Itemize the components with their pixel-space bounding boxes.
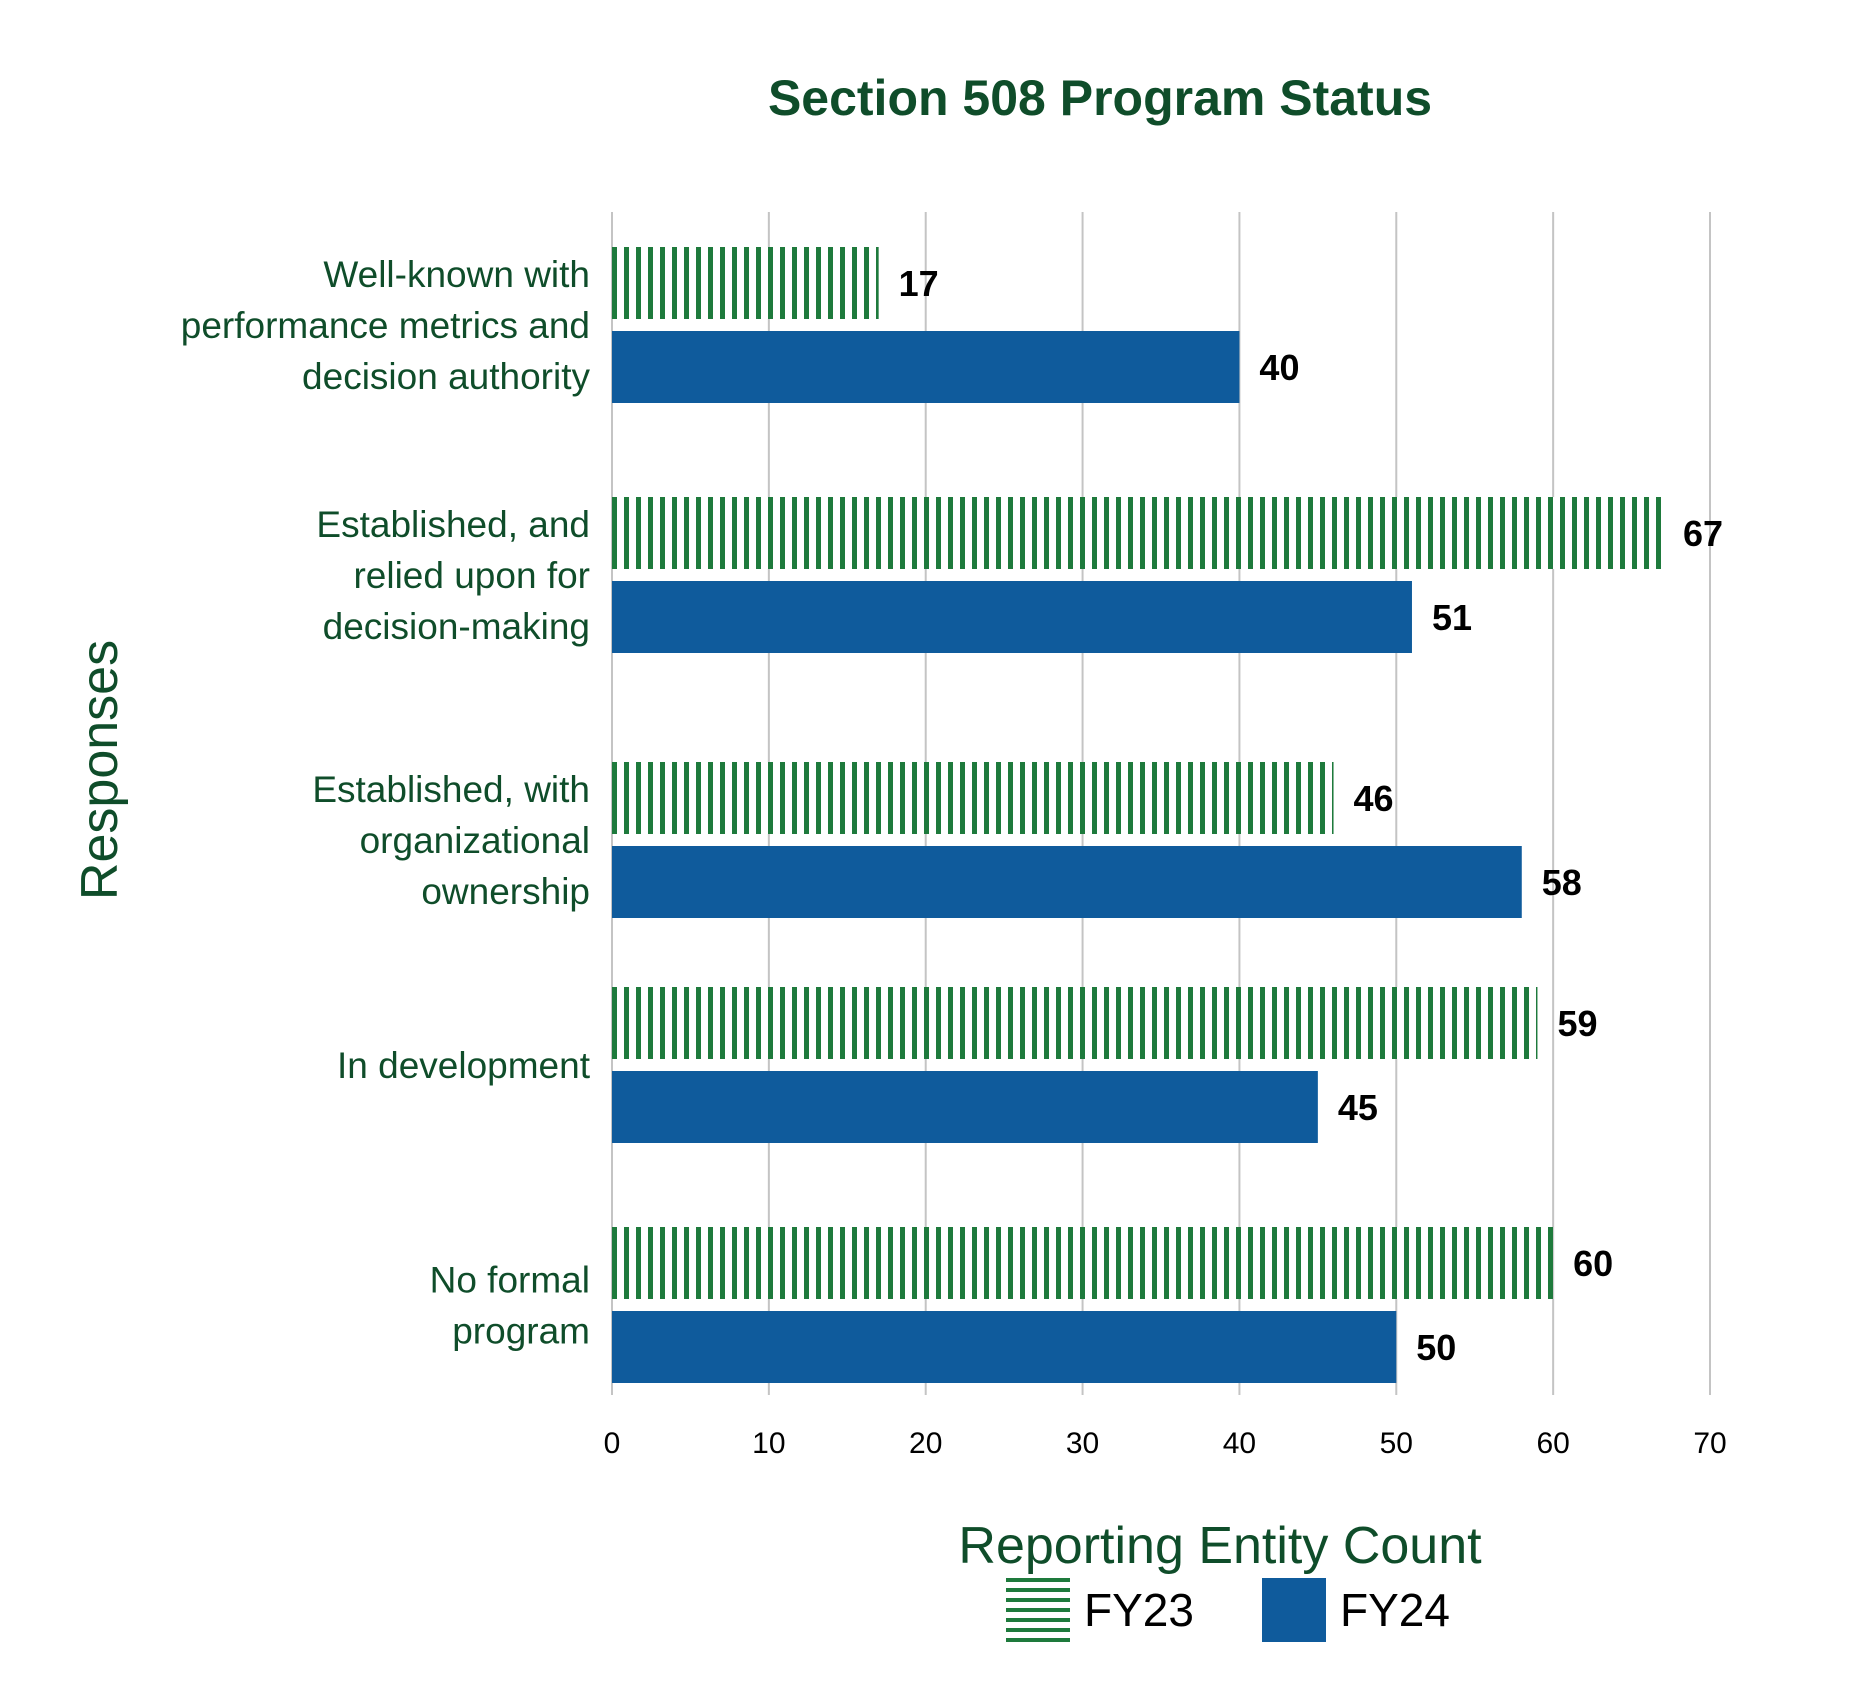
x-tick-label: 50	[1380, 1427, 1413, 1460]
category-label: Established, with organizational ownership	[312, 769, 590, 912]
x-tick-label: 10	[752, 1427, 785, 1460]
x-tick-label: 30	[1066, 1427, 1099, 1460]
data-label: 67	[1683, 513, 1723, 554]
bar-fy23	[612, 247, 879, 319]
bar-fy24	[612, 1071, 1318, 1143]
legend-label: FY23	[1084, 1584, 1194, 1636]
data-label: 59	[1557, 1003, 1597, 1044]
x-tick-label: 40	[1223, 1427, 1256, 1460]
x-tick-label: 20	[909, 1427, 942, 1460]
y-axis-title: Responses	[71, 640, 129, 900]
x-tick-label: 60	[1536, 1427, 1569, 1460]
bar-fy23	[612, 1227, 1554, 1299]
chart-title: Section 508 Program Status	[768, 70, 1432, 126]
legend-swatch-fy23	[1006, 1578, 1070, 1642]
x-tick-label: 70	[1693, 1427, 1726, 1460]
category-label: Established, and relied upon for decision-…	[316, 504, 590, 647]
legend: FY23 FY24	[1006, 1578, 1450, 1642]
category-label: Well-known with performance metrics and de…	[181, 254, 591, 397]
data-label: 40	[1259, 347, 1299, 388]
category-label: No formal program	[430, 1260, 590, 1352]
data-label: 51	[1432, 597, 1472, 638]
bar-fy24	[612, 846, 1522, 918]
bars	[612, 247, 1663, 1383]
legend-label: FY24	[1340, 1584, 1450, 1636]
labels: 0 10 20 30 40 50 60 70 Well-known with performanc…	[181, 254, 1727, 1460]
data-label: 50	[1416, 1327, 1456, 1368]
data-label: 60	[1573, 1243, 1613, 1284]
category-label: In development	[337, 1045, 591, 1086]
data-label: 45	[1338, 1087, 1378, 1128]
bar-fy24	[612, 581, 1412, 653]
bar-fy24	[612, 331, 1240, 403]
bar-fy23	[612, 762, 1334, 834]
x-axis-title: Reporting Entity Count	[958, 1517, 1482, 1575]
bar-fy24	[612, 1311, 1397, 1383]
bar-fy23	[612, 497, 1663, 569]
bar-fy23	[612, 987, 1538, 1059]
data-label: 46	[1354, 778, 1394, 819]
data-label: 17	[899, 263, 939, 304]
data-label: 58	[1542, 862, 1582, 903]
x-tick-label: 0	[604, 1427, 621, 1460]
legend-swatch-fy24	[1262, 1578, 1326, 1642]
